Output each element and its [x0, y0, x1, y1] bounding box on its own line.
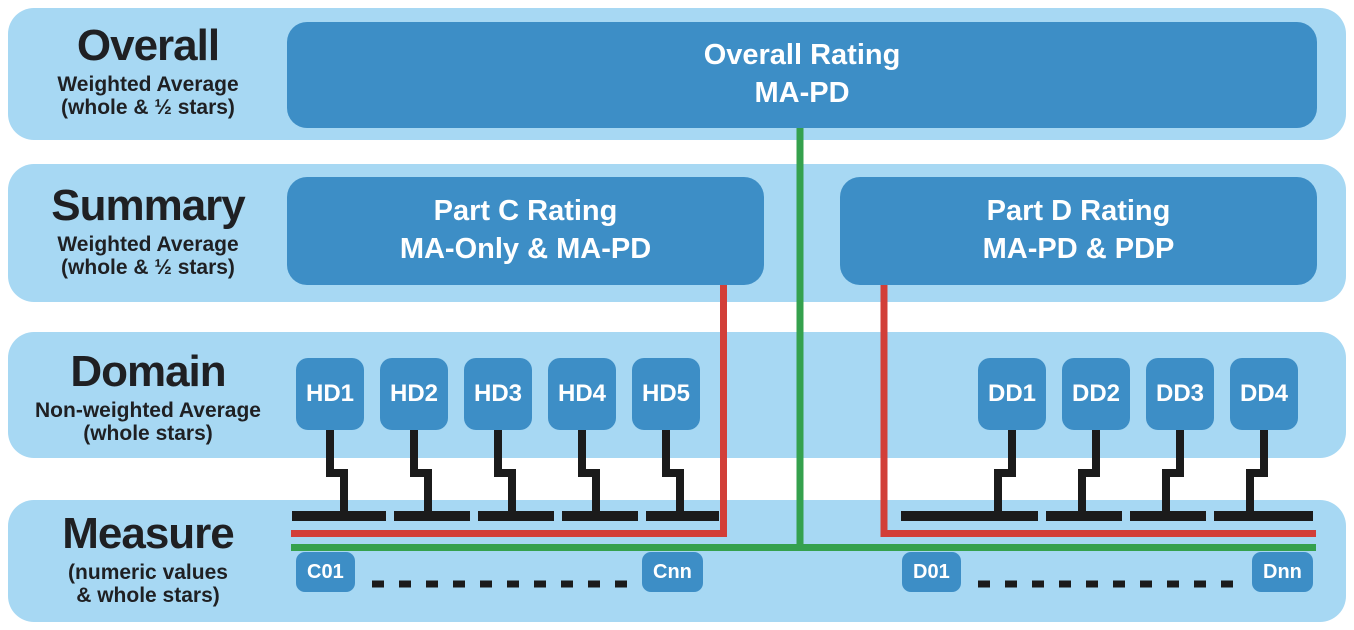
measure-box-cnn: Cnn	[642, 552, 703, 592]
part-c-rating-line1: Part C Rating	[433, 195, 618, 228]
part-c-rating-box: Part C Rating MA-Only & MA-PD	[287, 177, 764, 285]
row-subtitle: & whole stars)	[76, 584, 220, 608]
row-subtitle: Weighted Average	[57, 232, 239, 256]
part-d-rating-box: Part D Rating MA-PD & PDP	[840, 177, 1317, 285]
domain-box-hd1: HD1	[296, 358, 364, 430]
row-subtitle: (numeric values	[68, 560, 228, 584]
row-subtitle: (whole & ½ stars)	[61, 96, 235, 120]
overall-rating-box: Overall Rating MA-PD	[287, 22, 1317, 128]
measure-box-c01: C01	[296, 552, 355, 592]
domain-box-hd4: HD4	[548, 358, 616, 430]
part-d-rating-line1: Part D Rating	[986, 195, 1171, 228]
row-label-domain: Domain Non-weighted Average (whole stars…	[10, 347, 286, 446]
row-subtitle: Non-weighted Average	[35, 398, 261, 422]
overall-rating-line1: Overall Rating	[703, 39, 901, 72]
row-title: Domain	[70, 347, 226, 396]
domain-box-dd1: DD1	[978, 358, 1046, 430]
row-title: Overall	[76, 21, 220, 70]
measure-box-d01: D01	[902, 552, 961, 592]
domain-box-dd2: DD2	[1062, 358, 1130, 430]
row-label-measure: Measure (numeric values & whole stars)	[10, 509, 286, 608]
domain-box-hd5: HD5	[632, 358, 700, 430]
domain-box-dd4: DD4	[1230, 358, 1298, 430]
part-d-rating-line2: MA-PD & PDP	[982, 233, 1175, 265]
row-title: Summary	[51, 181, 246, 230]
domain-box-hd3: HD3	[464, 358, 532, 430]
row-subtitle: (whole stars)	[83, 422, 213, 446]
overall-rating-line2: MA-PD	[754, 77, 850, 109]
row-title: Measure	[62, 509, 235, 558]
row-label-overall: Overall Weighted Average (whole & ½ star…	[10, 21, 286, 120]
part-c-rating-line2: MA-Only & MA-PD	[399, 233, 652, 265]
row-subtitle: Weighted Average	[57, 72, 239, 96]
domain-box-hd2: HD2	[380, 358, 448, 430]
measure-box-dnn: Dnn	[1252, 552, 1313, 592]
row-subtitle: (whole & ½ stars)	[61, 256, 235, 280]
domain-box-dd3: DD3	[1146, 358, 1214, 430]
row-label-summary: Summary Weighted Average (whole & ½ star…	[10, 181, 286, 280]
